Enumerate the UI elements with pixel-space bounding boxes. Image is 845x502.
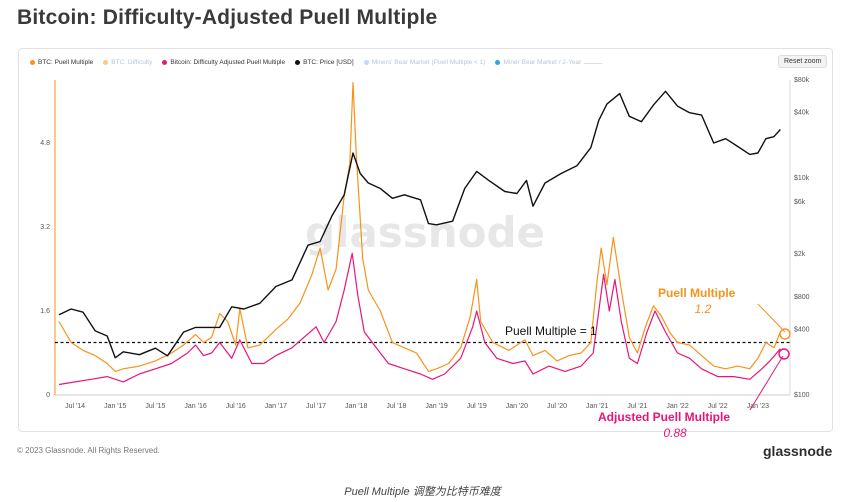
adjusted-label: Adjusted Puell Multiple bbox=[598, 410, 730, 424]
x-tick-label: Jul '16 bbox=[226, 403, 246, 410]
brand-logo: glassnode bbox=[763, 443, 833, 459]
annotations: Puell Multiple = 1 Puell Multiple 1.2 Adjus… bbox=[505, 286, 791, 440]
x-tick-label: Jan '16 bbox=[184, 403, 206, 410]
x-tick-label: Jul '22 bbox=[708, 403, 728, 410]
y-right-tick-label: $10k bbox=[794, 175, 810, 182]
x-tick-label: Jan '20 bbox=[506, 403, 528, 410]
y-right-tick-label: $100 bbox=[794, 392, 810, 399]
x-tick-label: Jul '17 bbox=[306, 403, 326, 410]
x-tick-label: Jul '18 bbox=[386, 403, 406, 410]
chart-card bbox=[18, 48, 833, 432]
y-right-tick-label: $400 bbox=[794, 327, 810, 334]
legend-line bbox=[584, 62, 603, 64]
legend-dot-icon bbox=[495, 60, 501, 65]
series-line-btc-price-usd- bbox=[58, 90, 781, 359]
puell-label: Puell Multiple bbox=[658, 286, 736, 300]
y-right-tick-label: $40k bbox=[794, 110, 810, 117]
puell-marker bbox=[779, 328, 791, 340]
puell-pointer-line bbox=[757, 303, 786, 333]
x-tick-label: Jan '17 bbox=[265, 403, 287, 410]
page-title: Bitcoin: Difficulty-Adjusted Puell Multi… bbox=[17, 6, 438, 29]
series-layer bbox=[58, 81, 781, 386]
legend-dot-icon bbox=[103, 60, 109, 65]
legend-item-miner-bear-2y[interactable]: Miner Bear Market / 2-Year bbox=[495, 59, 603, 66]
legend-item-miners-bear[interactable]: Miners' Bear Market (Puell Multiple < 1) bbox=[363, 59, 485, 66]
legend-dot-icon bbox=[363, 60, 369, 65]
caption: Puell Multiple 调整为比特币难度 bbox=[344, 486, 501, 498]
x-tick-label: Jan '22 bbox=[666, 403, 688, 410]
puell-value: 1.2 bbox=[695, 302, 712, 316]
x-tick-label: Jul '14 bbox=[65, 403, 85, 410]
x-tick-label: Jan '21 bbox=[586, 403, 608, 410]
y-right-tick-label: $6k bbox=[794, 199, 806, 206]
y-left-tick-label: 0 bbox=[46, 392, 50, 399]
series-line-btc-puell-multiple bbox=[58, 81, 781, 372]
y-right-tick-label: $800 bbox=[794, 294, 810, 301]
x-tick-label: Jan '23 bbox=[747, 403, 769, 410]
x-tick-label: Jul '21 bbox=[627, 403, 647, 410]
adjusted-marker bbox=[778, 348, 790, 360]
legend-item-puell[interactable]: BTC: Puell Multiple bbox=[30, 59, 93, 66]
x-tick-label: Jan '18 bbox=[345, 403, 367, 410]
legend-item-price[interactable]: BTC: Price [USD] bbox=[295, 59, 354, 66]
y-left-tick-label: 1.6 bbox=[40, 308, 50, 315]
adjusted-pointer-line bbox=[749, 355, 784, 411]
x-tick-label: Jul '20 bbox=[547, 403, 567, 410]
y-right-tick-label: $80k bbox=[794, 77, 810, 84]
copyright: © 2023 Glassnode. All Rights Reserved. bbox=[17, 446, 160, 455]
legend-dot-icon bbox=[30, 60, 35, 65]
axes: Jul '14 Jan '15 Jul '15 Jan '16 Jul '16 Jan '… bbox=[40, 77, 809, 410]
x-tick-label: Jan '19 bbox=[425, 403, 447, 410]
watermark: glassnode bbox=[305, 208, 545, 257]
legend-item-adjusted-puell[interactable]: Bitcoin: Difficulty Adjusted Puell Multi… bbox=[162, 59, 285, 66]
legend-item-difficulty[interactable]: BTC: Difficulty bbox=[103, 59, 152, 66]
y-right-tick-label: $2k bbox=[794, 251, 806, 258]
series-line-bitcoin-difficulty-adjusted-puell-multiple bbox=[58, 252, 781, 386]
legend-dot-icon bbox=[295, 60, 301, 65]
x-tick-label: Jan '15 bbox=[104, 403, 126, 410]
adjusted-value: 0.88 bbox=[663, 426, 687, 440]
legend-dot-icon bbox=[162, 60, 168, 65]
chart-legend: BTC: Puell Multiple BTC: Difficulty Bitc… bbox=[30, 59, 603, 66]
y-left-tick-label: 3.2 bbox=[40, 224, 50, 231]
y-left-tick-label: 4.8 bbox=[40, 140, 50, 147]
reset-zoom-button[interactable]: Reset zoom bbox=[778, 55, 828, 68]
x-tick-label: Jul '15 bbox=[145, 403, 165, 410]
threshold-label: Puell Multiple = 1 bbox=[505, 324, 597, 338]
x-tick-label: Jul '19 bbox=[467, 403, 487, 410]
